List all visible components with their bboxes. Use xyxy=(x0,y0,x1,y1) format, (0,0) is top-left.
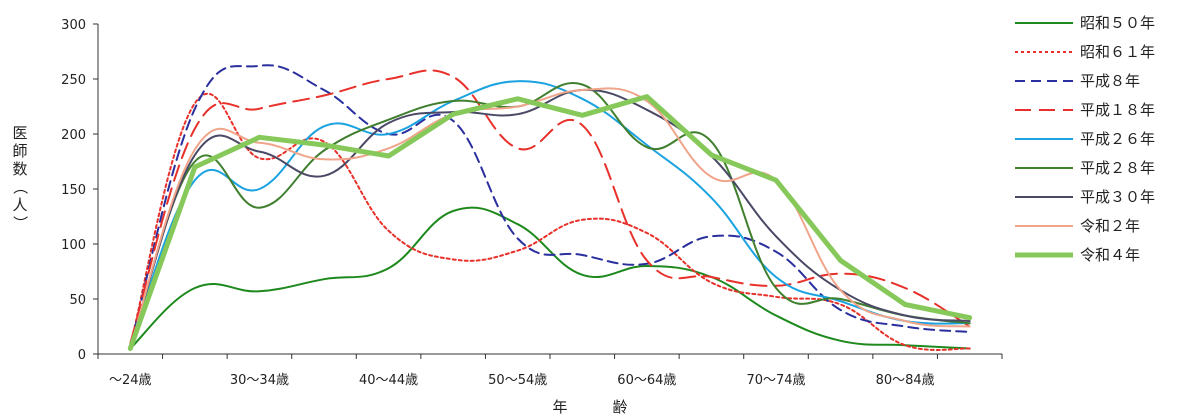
series-line-2 xyxy=(129,64,971,348)
series-line-0 xyxy=(129,206,971,350)
x-tick-label: 50～54歳 xyxy=(488,373,547,388)
legend-label: 平成３０年 xyxy=(1080,188,1155,206)
y-tick-label: 200 xyxy=(61,128,86,143)
legend-label: 平成８年 xyxy=(1080,72,1140,90)
series-line-4 xyxy=(129,80,971,347)
legend-label: 平成２８年 xyxy=(1080,159,1155,177)
y-tick-label: 50 xyxy=(69,293,86,308)
legend: 昭和５０年昭和６１年平成８年平成１８年平成２６年平成２８年平成３０年令和２年令和… xyxy=(1015,14,1155,264)
series-line-5 xyxy=(129,82,971,349)
series-lines xyxy=(127,64,973,351)
legend-label: 令和４年 xyxy=(1080,246,1140,264)
legend-label: 平成１８年 xyxy=(1080,101,1155,119)
y-axis-title-char: 師 xyxy=(12,142,27,160)
y-axis-title-char: 人 xyxy=(12,196,27,214)
y-tick-label: 300 xyxy=(61,18,86,33)
legend-label: 令和２年 xyxy=(1080,217,1140,235)
x-tick-label: 30～34歳 xyxy=(230,373,289,388)
series-line-1 xyxy=(129,92,971,351)
x-tick-label: 80～84歳 xyxy=(876,373,935,388)
legend-label: 昭和６１年 xyxy=(1080,43,1155,61)
y-tick-label: 0 xyxy=(78,348,86,363)
legend-label: 昭和５０年 xyxy=(1080,14,1155,32)
series-line-7 xyxy=(129,87,971,349)
x-tick-label: ～24歳 xyxy=(109,373,152,388)
y-tick-label: 150 xyxy=(61,183,86,198)
x-tick-label: 60～64歳 xyxy=(617,373,676,388)
y-axis-ticks: 0 50 100 150 200 250 300 xyxy=(61,18,98,363)
y-tick-label: 250 xyxy=(61,73,86,88)
y-axis-title: 医師数（ 人） xyxy=(11,124,29,231)
y-axis-title-char: 医 xyxy=(12,124,27,142)
x-axis-title: 年 齢 xyxy=(552,398,627,416)
x-tick-label: 40～44歳 xyxy=(359,373,418,388)
series-line-3 xyxy=(129,69,971,344)
y-axis-title-char: ） xyxy=(11,215,29,230)
legend-label: 平成２６年 xyxy=(1080,130,1155,148)
y-axis-title-char: （ xyxy=(11,179,29,194)
series-line-6 xyxy=(129,88,971,349)
x-axis-ticks: ～24歳 30～34歳 40～44歳 50～54歳 60～64歳 70～74歳 80～84歳 xyxy=(97,354,1003,388)
y-axis-title-char: 数 xyxy=(12,160,27,178)
y-tick-label: 100 xyxy=(61,238,86,253)
x-tick-label: 70～74歳 xyxy=(746,373,805,388)
series-line-8 xyxy=(127,94,973,351)
